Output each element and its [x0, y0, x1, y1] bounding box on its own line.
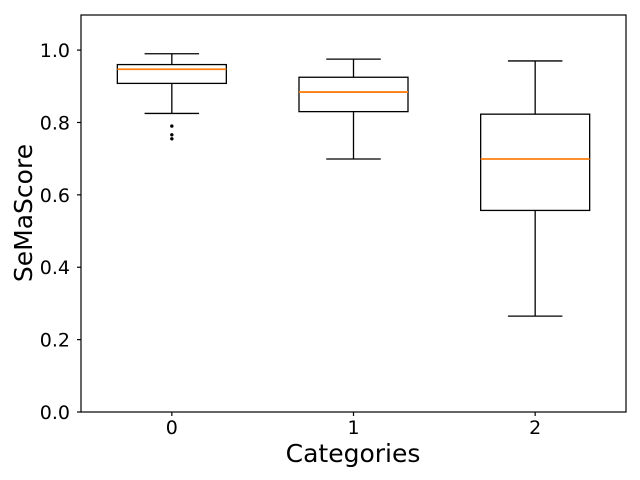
y-tick-label: 0.2 [40, 330, 70, 352]
box-group-0 [116, 53, 227, 141]
x-tick-label: 2 [529, 417, 541, 439]
y-tick-label: 0.8 [40, 112, 70, 134]
y-tick-label: 1.0 [40, 40, 70, 62]
x-axis-title: Categories [286, 439, 421, 468]
y-tick-label: 0.4 [40, 257, 70, 279]
iqr-box [116, 63, 227, 85]
y-tick-label: 0.6 [40, 185, 70, 207]
plot-area: 0.0 0.2 0.4 0.6 0.8 1.0 0 1 2 [40, 14, 627, 439]
outlier-marker [170, 137, 174, 141]
x-tick-label: 1 [347, 417, 359, 439]
y-axis-title: SeMaScore [9, 144, 38, 282]
iqr-box [480, 113, 591, 212]
outlier-marker [170, 133, 174, 137]
box-group-2 [480, 60, 591, 317]
box-group-1 [298, 58, 409, 160]
outlier-marker [170, 124, 174, 128]
x-tick-label: 0 [166, 417, 178, 439]
y-tick-label: 0.0 [40, 402, 70, 424]
iqr-box [298, 76, 409, 113]
